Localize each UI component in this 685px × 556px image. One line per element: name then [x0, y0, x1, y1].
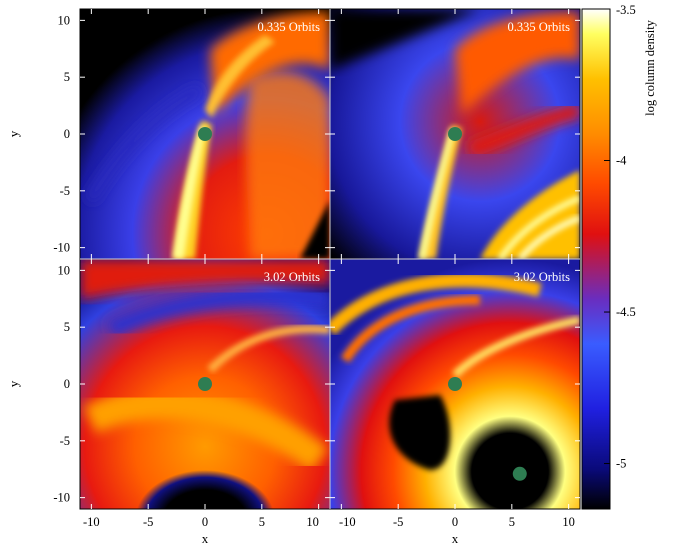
- y-tick-label: 0: [64, 377, 70, 391]
- companion-marker: [512, 466, 527, 481]
- x-tick-label: 0: [202, 515, 208, 529]
- panel-label-top-left: 0.335 Orbits: [258, 20, 321, 34]
- x-axis-label-right: x: [452, 531, 459, 546]
- x-axis-label-left: x: [202, 531, 209, 546]
- colorbar-tick-label: -4.5: [616, 305, 636, 319]
- markers: [198, 127, 527, 481]
- colorbar-tick-label: -4: [616, 154, 627, 168]
- x-tick-label: 10: [562, 515, 575, 529]
- x-tick-label: 0: [452, 515, 458, 529]
- y-axis-label-bottom: y: [6, 380, 21, 387]
- x-tick-label: 10: [306, 515, 319, 529]
- x-tick-label: -5: [393, 515, 403, 529]
- planet-marker: [198, 377, 212, 391]
- planet-marker: [198, 127, 212, 141]
- x-tick-label: -10: [83, 515, 100, 529]
- tick-marks: [80, 9, 580, 509]
- y-tick-label: -5: [60, 434, 70, 448]
- colorbar-label: log column density: [643, 19, 657, 116]
- colorbar-tick-label: -5: [616, 457, 626, 471]
- y-axis-label-top: y: [6, 130, 21, 137]
- x-tick-label: -10: [339, 515, 356, 529]
- x-tick-label: 5: [509, 515, 515, 529]
- planet-marker: [448, 377, 462, 391]
- y-tick-label: -10: [53, 491, 70, 505]
- y-tick-label: -5: [60, 184, 70, 198]
- panel-label-bottom-right: 3.02 Orbits: [514, 270, 570, 284]
- panel-bottom-left: [80, 259, 330, 509]
- x-tick-label: 5: [259, 515, 265, 529]
- y-tick-label: 5: [64, 320, 70, 334]
- panel-label-top-right: 0.335 Orbits: [508, 20, 571, 34]
- y-tick-label: -10: [53, 241, 70, 255]
- planet-marker: [448, 127, 462, 141]
- colorbar: [581, 8, 611, 510]
- y-tick-label: 5: [64, 70, 70, 84]
- colorbar-tick-label: -3.5: [616, 3, 636, 17]
- panel-label-bottom-left: 3.02 Orbits: [264, 270, 320, 284]
- y-tick-label: 0: [64, 127, 70, 141]
- colorbar-ticks: -3.5 -4 -4.5 -5: [604, 3, 636, 471]
- y-tick-label: 10: [58, 13, 71, 27]
- panel-top-left: [80, 9, 330, 259]
- y-tick-label: 10: [58, 263, 71, 277]
- x-tick-label: -5: [143, 515, 153, 529]
- tick-labels: -10 -5 0 5 10 -10 -5 0 5 10 -10 -5 0 5 10 -10 -5 0 5 10: [53, 13, 575, 529]
